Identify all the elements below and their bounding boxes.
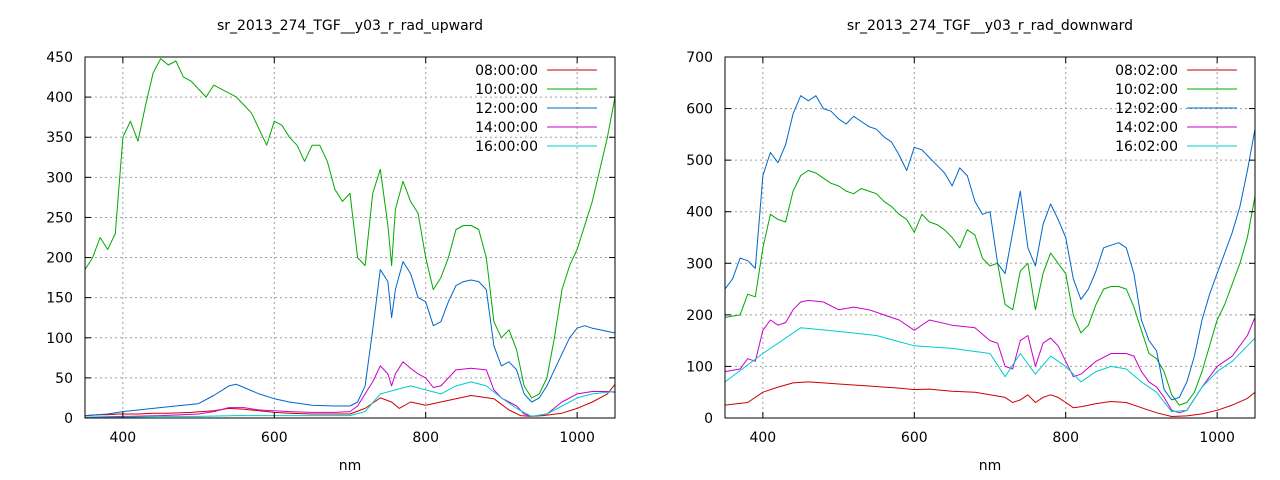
y-tick-label: 500 [686, 153, 713, 169]
series-line[interactable] [85, 381, 616, 418]
y-tick-label: 350 [46, 130, 73, 146]
legend-label: 14:00:00 [475, 120, 538, 136]
y-tick-label: 100 [46, 331, 73, 347]
x-tick-label: 1000 [559, 430, 595, 446]
y-tick-label: 300 [686, 256, 713, 272]
x-tick-label: 400 [109, 430, 136, 446]
y-tick-label: 250 [46, 210, 73, 226]
series-line[interactable] [724, 381, 1256, 417]
legend-label: 10:00:00 [475, 82, 538, 98]
x-tick-label: 600 [261, 430, 288, 446]
y-tick-label: 150 [46, 291, 73, 307]
series-line[interactable] [724, 95, 1256, 401]
series-line[interactable] [724, 327, 1256, 413]
legend-label: 10:02:00 [1115, 82, 1178, 98]
y-tick-label: 400 [46, 90, 73, 106]
legend-label: 14:02:00 [1115, 120, 1178, 136]
y-tick-label: 200 [686, 308, 713, 324]
y-tick-label: 450 [46, 50, 73, 66]
upward-radiance-chart: 400 600 800 1000 0 50 100 150 200 250 300 350 400 450… [46, 18, 616, 474]
x-axis-label: nm [979, 458, 1002, 474]
plot-frame [724, 56, 1256, 419]
x-axis-label: nm [339, 458, 362, 474]
y-tick-label: 400 [686, 205, 713, 221]
y-tick-label: 100 [686, 359, 713, 375]
x-tick-label: 400 [749, 430, 776, 446]
y-tick-label: 300 [46, 170, 73, 186]
series-line[interactable] [724, 170, 1256, 406]
legend-label: 16:02:00 [1115, 139, 1178, 155]
y-tick-label: 0 [64, 411, 73, 427]
legend-label: 12:00:00 [475, 101, 538, 117]
series-line[interactable] [84, 58, 616, 399]
series-line[interactable] [724, 299, 1256, 414]
series-line[interactable] [84, 261, 616, 417]
y-tick-label: 50 [55, 371, 73, 387]
legend-label: 08:00:00 [475, 63, 538, 79]
plot-frame [84, 56, 616, 419]
downward-radiance-chart: 400 600 800 1000 0 100 200 300 400 500 600 700 sr_20… [686, 18, 1256, 474]
x-tick-label: 800 [1052, 430, 1079, 446]
legend-label: 08:02:00 [1115, 63, 1178, 79]
y-tick-label: 0 [704, 411, 713, 427]
y-tick-label: 200 [46, 251, 73, 267]
legend-label: 12:02:00 [1115, 101, 1178, 117]
x-tick-label: 600 [901, 430, 928, 446]
series-line[interactable] [84, 361, 616, 418]
chart-title: sr_2013_274_TGF__y03_r_rad_downward [847, 18, 1133, 34]
legend-label: 16:00:00 [475, 139, 538, 155]
x-tick-label: 1000 [1199, 430, 1235, 446]
y-tick-label: 600 [686, 102, 713, 118]
x-tick-label: 800 [412, 430, 439, 446]
chart-title: sr_2013_274_TGF__y03_r_rad_upward [217, 18, 483, 34]
y-tick-label: 700 [686, 50, 713, 66]
